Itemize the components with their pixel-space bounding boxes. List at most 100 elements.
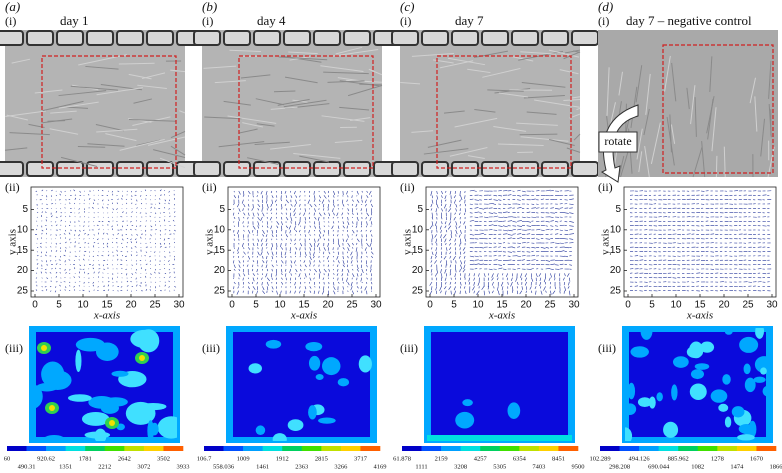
colorbar-label: 3502 <box>157 455 170 462</box>
cell-fibre <box>686 87 690 110</box>
vector <box>370 208 373 213</box>
vector <box>55 210 58 213</box>
vector <box>60 219 62 222</box>
blob <box>663 421 679 438</box>
vector <box>327 247 329 251</box>
vector <box>59 242 61 245</box>
vector <box>540 290 543 295</box>
vector <box>276 221 280 225</box>
vector <box>276 290 278 295</box>
vector <box>168 202 170 205</box>
vector <box>265 242 268 247</box>
vector <box>65 286 67 289</box>
vector <box>531 268 534 270</box>
vector <box>102 276 104 278</box>
vector <box>341 268 344 272</box>
vector <box>243 238 245 241</box>
vector <box>256 290 258 295</box>
vector <box>441 195 443 199</box>
blob <box>656 392 663 402</box>
vector <box>266 277 270 282</box>
vector <box>506 273 509 278</box>
vector <box>289 229 292 234</box>
vector <box>430 208 433 211</box>
cell-fibre <box>5 110 46 117</box>
vector <box>49 286 52 288</box>
cell-fibre <box>78 54 128 66</box>
vector <box>355 203 358 208</box>
vector <box>55 224 58 226</box>
vector <box>473 290 475 294</box>
vector <box>308 273 311 276</box>
vector <box>479 263 485 265</box>
blob <box>625 427 633 441</box>
vector <box>257 208 260 211</box>
vector <box>531 247 536 249</box>
y-axis-label: y axis <box>7 229 19 255</box>
vector <box>366 221 368 226</box>
vector <box>323 190 326 194</box>
vector <box>493 286 495 289</box>
vector <box>300 260 302 262</box>
vector <box>163 242 166 245</box>
vector <box>696 259 701 261</box>
vector <box>455 203 458 208</box>
micrograph <box>598 30 778 177</box>
vector <box>257 212 259 216</box>
vector <box>435 238 438 244</box>
vector <box>553 273 556 278</box>
vector <box>64 207 66 209</box>
vector <box>458 255 461 259</box>
vector <box>463 251 466 255</box>
sub-label: (i) <box>598 14 609 28</box>
pillar <box>26 161 54 177</box>
vector <box>337 208 340 210</box>
cell-fibre <box>240 74 271 79</box>
vector <box>322 234 325 237</box>
cell-fibre <box>4 147 28 151</box>
vector <box>507 251 512 253</box>
vector <box>243 212 246 216</box>
vector <box>507 211 510 213</box>
vector <box>435 286 438 291</box>
vector <box>164 233 166 235</box>
vector <box>252 277 255 282</box>
vector <box>429 281 433 286</box>
vector <box>290 203 293 207</box>
blob <box>649 396 656 409</box>
vector <box>559 224 565 226</box>
x-tick-label: 25 <box>346 300 358 311</box>
vector <box>106 245 109 248</box>
vector <box>460 238 462 244</box>
vector <box>346 199 348 202</box>
vector <box>502 216 508 218</box>
blob <box>710 389 728 403</box>
vector <box>445 247 448 251</box>
cell-fibre <box>118 62 155 65</box>
vector <box>314 225 317 229</box>
vector <box>87 234 90 236</box>
blob <box>130 329 159 349</box>
vector <box>73 202 76 205</box>
vector <box>498 190 502 192</box>
vector <box>260 238 263 242</box>
vector <box>107 277 110 279</box>
panel-title: day 7 <box>455 13 484 28</box>
vector <box>290 260 293 264</box>
vector <box>121 255 124 257</box>
vector <box>444 286 447 290</box>
vector <box>112 285 114 287</box>
vector <box>36 216 38 218</box>
vector <box>526 221 532 223</box>
vector <box>347 242 351 247</box>
vector <box>79 190 81 193</box>
colorbar-label: 1351 <box>59 463 72 470</box>
vector <box>93 199 96 201</box>
vector <box>83 225 85 227</box>
vector <box>370 221 373 225</box>
vector <box>247 203 250 207</box>
vector <box>238 208 241 212</box>
vector <box>355 247 358 252</box>
blob <box>337 378 350 387</box>
cell-fibre <box>147 136 186 146</box>
